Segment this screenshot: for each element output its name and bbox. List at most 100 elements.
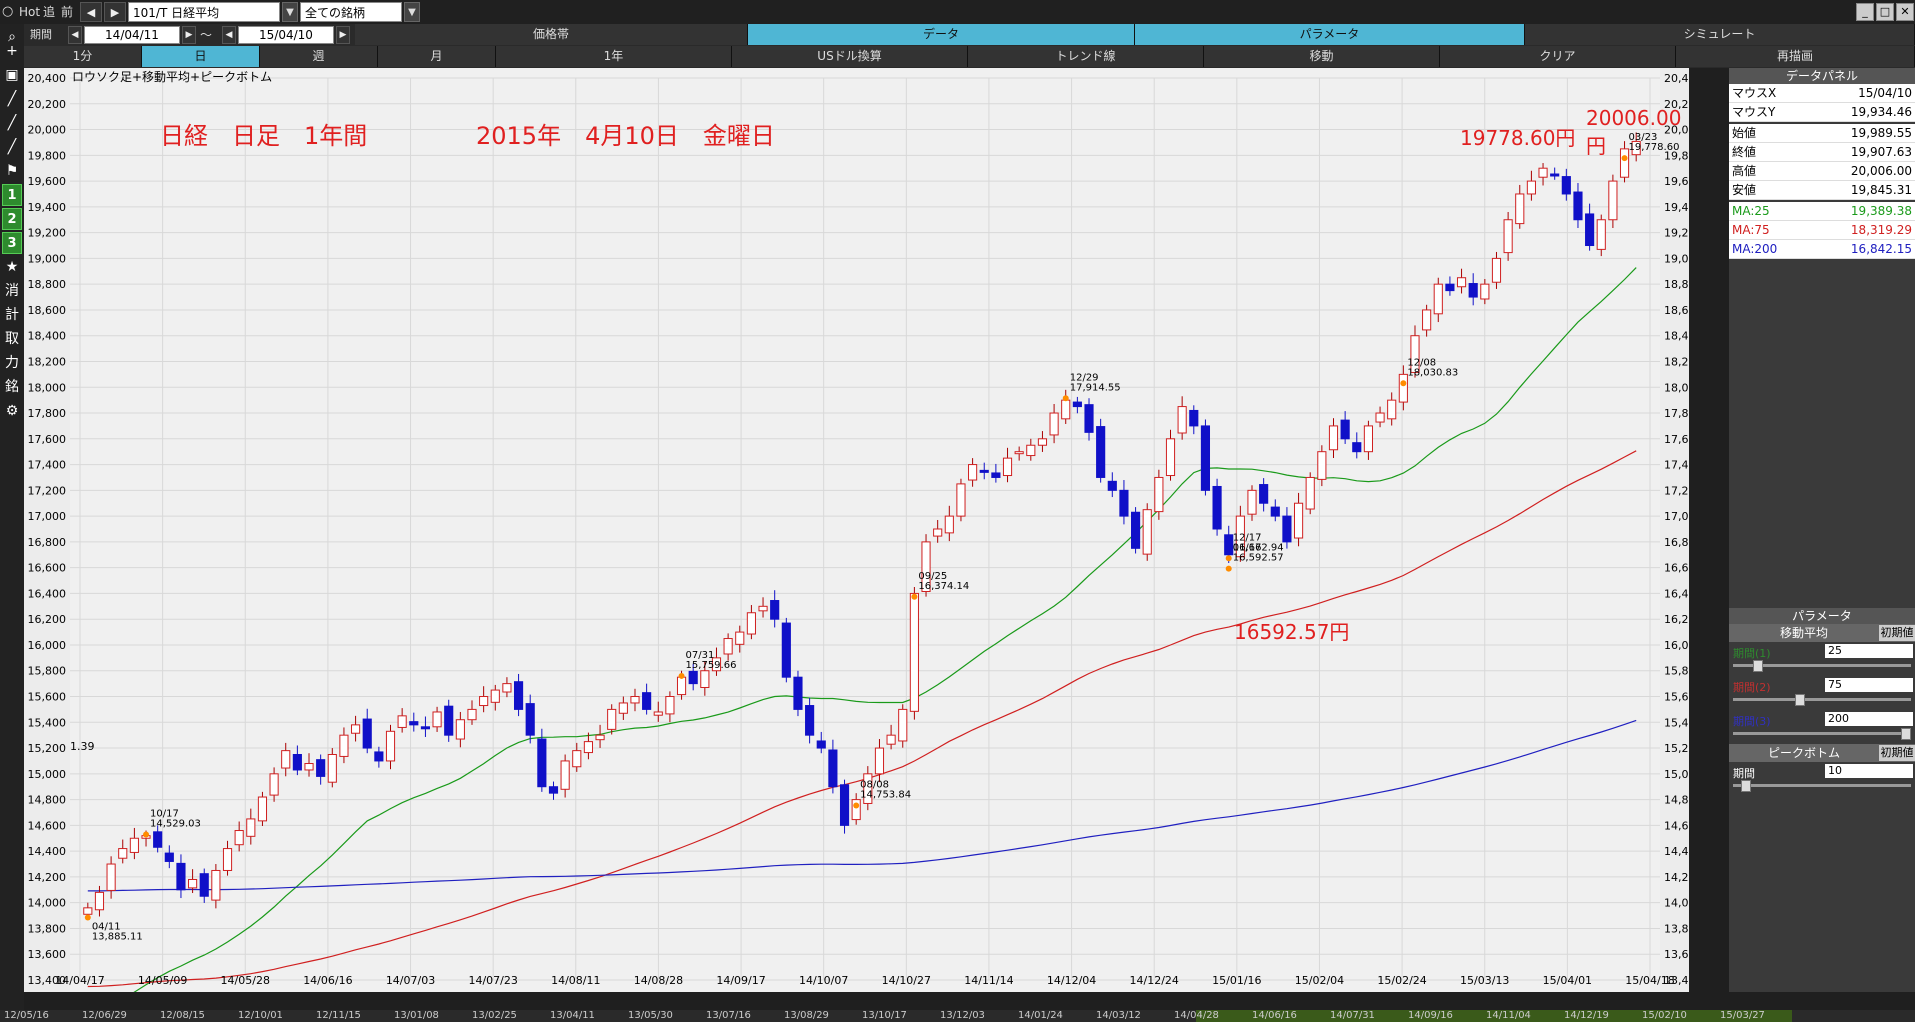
- peak-slider-handle[interactable]: [1741, 780, 1752, 792]
- previous-button[interactable]: 前: [61, 5, 74, 19]
- candle-body: [572, 750, 582, 768]
- ma-row: MA:25 19,389.38: [1729, 202, 1915, 221]
- back-arrow-icon[interactable]: ◀: [80, 2, 102, 22]
- y-tick-label-right: 16,800: [1664, 536, 1689, 549]
- candle-body: [385, 730, 396, 762]
- usd-convert-button[interactable]: USドル換算: [732, 46, 968, 67]
- left-toolbar: ⌕ + ▣ ╱ ╱ ╱ ⚑ 1 2 3 ★ 消計取力銘 ⚙: [0, 29, 24, 1022]
- symbol-select[interactable]: 101/T 日経平均: [128, 2, 280, 22]
- ma-line-25: [133, 267, 1637, 992]
- sidebar-item-13[interactable]: 取: [5, 331, 19, 347]
- y-tick-label-right: 19,800: [1664, 149, 1689, 162]
- next-date-icon[interactable]: ▶: [182, 26, 196, 44]
- tab-monthly[interactable]: 月: [378, 46, 496, 67]
- peak-value-label: 15,759.66: [686, 660, 737, 671]
- category-select[interactable]: 全ての銘柄: [300, 2, 402, 22]
- next-date-icon[interactable]: ▶: [336, 26, 350, 44]
- peak-reset-button[interactable]: 初期値: [1879, 745, 1915, 761]
- date-to-input[interactable]: 15/04/10: [238, 26, 334, 44]
- maximize-icon[interactable]: □: [1876, 3, 1894, 21]
- y-tick-label-right: 15,400: [1664, 716, 1689, 729]
- ma-slider-handle[interactable]: [1901, 728, 1911, 740]
- clear-button[interactable]: クリア: [1440, 46, 1676, 67]
- trendline-button[interactable]: トレンド線: [968, 46, 1204, 67]
- gear-icon[interactable]: ⚙: [5, 403, 19, 419]
- tab-data[interactable]: データ: [748, 24, 1135, 45]
- forward-arrow-icon[interactable]: ▶: [104, 2, 126, 22]
- peak-slider-track[interactable]: [1733, 784, 1911, 787]
- sidebar-item-15[interactable]: 銘: [5, 379, 19, 395]
- tab-1year[interactable]: 1年: [496, 46, 732, 67]
- ma-param-input[interactable]: 25: [1825, 644, 1913, 658]
- ma-slider-handle[interactable]: [1795, 694, 1806, 706]
- x-tick-label: 14/07/03: [386, 974, 435, 987]
- x-tick-label: 14/11/14: [964, 974, 1013, 987]
- plus-icon[interactable]: +: [6, 43, 18, 59]
- close-icon[interactable]: ✕: [1896, 3, 1914, 21]
- flag-icon[interactable]: ⚑: [5, 163, 19, 179]
- timeline-date-label: 12/10/01: [238, 1010, 283, 1021]
- star-icon[interactable]: ★: [5, 259, 19, 275]
- candle-body: [711, 657, 722, 672]
- timeline-date-label: 13/04/11: [550, 1010, 595, 1021]
- ma-slider-track[interactable]: [1733, 664, 1911, 667]
- redraw-button[interactable]: 再描画: [1676, 46, 1915, 67]
- price-chart[interactable]: 04/11 13,885.11 07/31 15,759.66 08/08 14,753.…: [24, 68, 1689, 992]
- hot-button[interactable]: Hot: [19, 5, 41, 19]
- sidebar-item-14[interactable]: 力: [5, 355, 19, 371]
- tab-daily[interactable]: 日: [142, 46, 260, 67]
- sidebar-item-8[interactable]: 2: [2, 208, 22, 230]
- tab-weekly[interactable]: 週: [260, 46, 378, 67]
- tab-1min[interactable]: 1分: [24, 46, 142, 67]
- camera-icon[interactable]: ▣: [5, 67, 19, 83]
- candle-body: [1119, 489, 1129, 517]
- timeline-date-label: 14/07/31: [1330, 1010, 1375, 1021]
- candle-body: [1468, 283, 1478, 298]
- follow-button[interactable]: 追: [43, 5, 56, 19]
- tab-price-band[interactable]: 価格帯: [355, 24, 748, 45]
- sidebar-item-7[interactable]: 1: [2, 184, 22, 206]
- y-tick-label-left: 17,400: [28, 459, 67, 472]
- chevron-down-icon[interactable]: ▼: [282, 2, 298, 22]
- minimize-icon[interactable]: _: [1856, 3, 1874, 21]
- sidebar-item-12[interactable]: 計: [5, 307, 19, 323]
- chart-line-icon[interactable]: ╱: [7, 139, 17, 155]
- peak-value-label: 16,374.14: [918, 581, 969, 592]
- annotation-low: 16592.57円: [1234, 620, 1350, 644]
- ma-slider-track[interactable]: [1733, 732, 1911, 735]
- candle-body: [1340, 419, 1350, 440]
- chevron-down-icon[interactable]: ▼: [404, 2, 420, 22]
- prev-date-icon[interactable]: ◀: [222, 26, 236, 44]
- tab-parameters[interactable]: パラメータ: [1135, 24, 1525, 45]
- search-icon[interactable]: ⌕: [8, 29, 16, 45]
- prev-date-icon[interactable]: ◀: [68, 26, 82, 44]
- tab-simulate[interactable]: シミュレート: [1525, 24, 1915, 45]
- ma-slider-handle[interactable]: [1753, 660, 1764, 672]
- y-tick-label-right: 14,000: [1664, 897, 1689, 910]
- move-button[interactable]: 移動: [1204, 46, 1440, 67]
- lightbulb-icon[interactable]: ○: [2, 4, 14, 19]
- chart-line-icon[interactable]: ╱: [7, 91, 17, 107]
- candle-body: [1084, 404, 1094, 433]
- timeline-date-label: 14/03/12: [1096, 1010, 1141, 1021]
- ma-slider-track[interactable]: [1733, 698, 1911, 701]
- y-tick-label-left: 13,800: [28, 922, 67, 935]
- y-tick-label-right: 18,200: [1664, 355, 1689, 368]
- ma-param-input[interactable]: 200: [1825, 712, 1913, 726]
- sidebar-item-11[interactable]: 消: [5, 283, 19, 299]
- y-tick-label-right: 13,600: [1664, 948, 1689, 961]
- y-tick-label-right: 20,000: [1664, 124, 1689, 137]
- chart-line-icon[interactable]: ╱: [7, 115, 17, 131]
- candle-body: [211, 869, 221, 901]
- timeline-scrollbar[interactable]: 12/05/16 12/06/29 12/08/15 12/10/01 12/11/15…: [0, 1010, 1915, 1022]
- scroll-thumb[interactable]: [1196, 1010, 1792, 1022]
- sidebar-item-9[interactable]: 3: [2, 232, 22, 254]
- date-from-input[interactable]: 14/04/11: [84, 26, 180, 44]
- ma-param-input[interactable]: 75: [1825, 678, 1913, 692]
- y-tick-label-left: 15,600: [28, 691, 67, 704]
- ma-param-label: 期間(1): [1733, 647, 1771, 660]
- ma-reset-button[interactable]: 初期値: [1879, 625, 1915, 641]
- peak-value-label: 19,778.60: [1629, 142, 1680, 153]
- peak-param-input[interactable]: 10: [1825, 764, 1913, 778]
